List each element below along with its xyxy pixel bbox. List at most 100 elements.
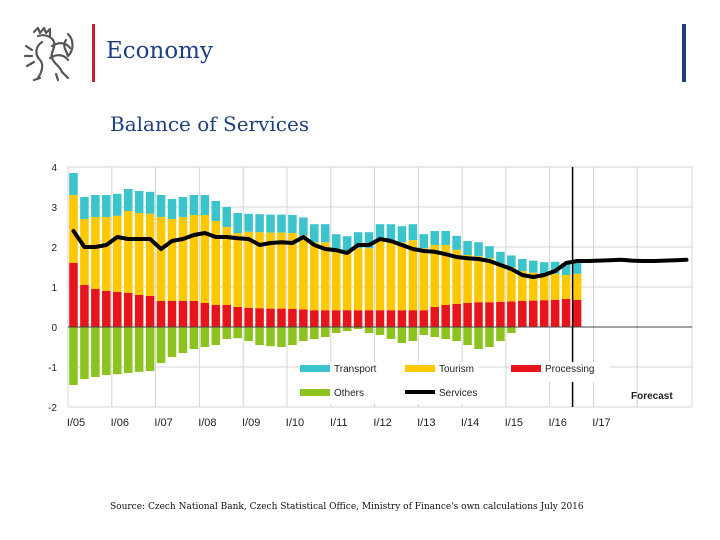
y-tick-label: 3 <box>51 203 57 214</box>
others-bar <box>211 327 221 345</box>
transport-bar <box>452 235 461 250</box>
processing-bar <box>463 303 472 327</box>
transport-bar <box>222 207 232 227</box>
processing-bar <box>528 300 538 327</box>
transport-bar <box>134 191 144 213</box>
transport-bar <box>364 232 374 249</box>
transport-bar <box>550 261 560 274</box>
x-tick-label: I/11 <box>330 417 348 429</box>
transport-bar <box>342 236 352 253</box>
others-bar <box>277 327 286 347</box>
tourism-bar <box>507 267 516 302</box>
tourism-bar <box>430 245 440 307</box>
others-bar <box>145 327 155 371</box>
page-title: Economy <box>106 38 213 64</box>
processing-bar <box>539 300 549 327</box>
transport-bar <box>112 193 122 216</box>
processing-bar <box>342 310 352 327</box>
others-bar <box>266 327 275 347</box>
transport-bar <box>123 189 133 211</box>
transport-bar <box>408 224 418 241</box>
x-tick-label: I/14 <box>461 417 479 429</box>
others-bar <box>441 327 450 339</box>
others-bar <box>112 327 122 375</box>
processing-bar <box>233 307 242 327</box>
others-bar <box>474 327 483 349</box>
others-bar <box>375 327 385 335</box>
tourism-bar <box>222 227 232 305</box>
legend-label: Transport <box>334 364 377 375</box>
tourism-bar <box>156 217 166 301</box>
others-bar <box>299 327 308 341</box>
y-tick-label: 1 <box>51 283 57 294</box>
processing-bar <box>288 309 297 327</box>
others-bar <box>69 327 78 385</box>
transport-bar <box>419 234 429 249</box>
tourism-bar <box>561 275 571 299</box>
tourism-bar <box>200 215 210 303</box>
processing-bar <box>572 299 582 327</box>
tourism-bar <box>310 242 319 311</box>
transport-bar <box>496 251 505 264</box>
transport-bar <box>310 224 319 243</box>
tourism-bar <box>167 219 177 301</box>
others-bar <box>430 327 440 337</box>
others-bar <box>288 327 297 345</box>
processing-bar <box>277 308 286 327</box>
others-bar <box>342 327 352 331</box>
processing-bar <box>320 310 330 327</box>
tourism-bar <box>277 232 286 309</box>
source-note: Source: Czech National Bank, Czech Stati… <box>110 502 584 512</box>
processing-bar <box>386 310 396 327</box>
transport-bar <box>167 199 177 219</box>
others-bar <box>485 327 494 347</box>
transport-bar <box>299 217 308 236</box>
others-bar <box>102 327 111 375</box>
header-accent-bar-left <box>92 24 95 82</box>
tourism-bar <box>419 248 429 311</box>
tourism-bar <box>474 256 483 303</box>
transport-bar <box>507 255 516 268</box>
others-bar <box>408 327 418 341</box>
others-bar <box>167 327 177 357</box>
transport-bar <box>255 214 264 233</box>
tourism-bar <box>441 245 450 305</box>
tourism-bar <box>364 248 374 311</box>
tourism-bar <box>496 263 505 302</box>
x-tick-label: I/06 <box>111 417 129 429</box>
processing-bar <box>310 310 319 327</box>
tourism-bar <box>386 240 396 311</box>
others-bar <box>156 327 166 363</box>
processing-bar <box>91 289 100 327</box>
processing-bar <box>112 291 122 327</box>
legend-label: Processing <box>545 364 594 375</box>
y-tick-labels: 4 3 2 1 0 -1 -2 <box>48 163 57 414</box>
x-tick-label: I/13 <box>417 417 435 429</box>
processing-bar <box>80 285 89 327</box>
tourism-bar <box>353 248 363 311</box>
transport-bar <box>320 224 330 243</box>
processing-bar <box>353 310 363 327</box>
tourism-bar <box>375 240 385 311</box>
transport-bar <box>277 214 286 233</box>
x-tick-label: I/12 <box>373 417 391 429</box>
others-bar <box>463 327 472 345</box>
x-tick-label: I/07 <box>154 417 172 429</box>
processing-bar <box>123 293 133 327</box>
transport-bar <box>485 246 494 259</box>
processing-bar <box>200 303 210 327</box>
transport-bar <box>189 195 199 215</box>
tourism-bar <box>518 271 527 301</box>
legend-swatch <box>300 389 330 396</box>
tourism-bar <box>288 233 297 309</box>
transport-bar <box>178 197 188 217</box>
processing-bar <box>167 301 177 327</box>
x-tick-label: I/05 <box>67 417 85 429</box>
tourism-bar <box>244 231 253 308</box>
processing-bar <box>222 305 232 327</box>
others-bar <box>331 327 341 333</box>
others-bar <box>386 327 396 339</box>
x-tick-label: I/09 <box>242 417 260 429</box>
processing-bar <box>331 310 341 327</box>
